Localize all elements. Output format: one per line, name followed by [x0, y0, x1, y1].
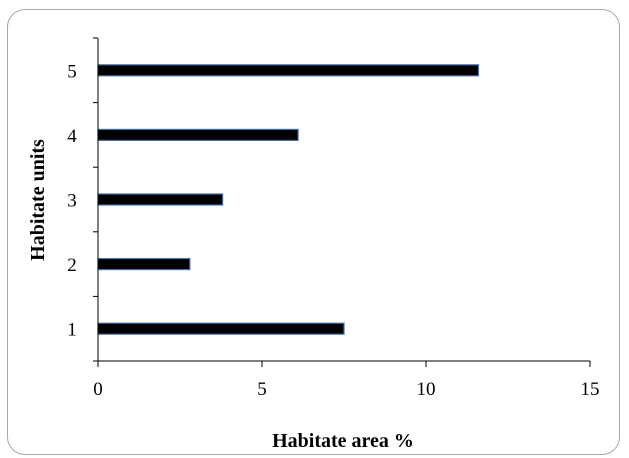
x-tick-label-5: 5	[257, 379, 267, 400]
y-tick-label-1: 1	[67, 320, 77, 341]
x-axis-title: Habitate area %	[272, 430, 414, 452]
bars-group	[97, 64, 480, 335]
x-tick-label-10: 10	[417, 379, 436, 400]
y-axis-title: Habitate units	[27, 139, 49, 261]
bar-2	[97, 258, 191, 271]
y-tick-label-4: 4	[67, 126, 77, 147]
axes-group	[93, 37, 591, 367]
tick-labels-group: 1 2 3 4 5 0 5 10 15	[67, 61, 599, 400]
y-tick-label-5: 5	[67, 61, 77, 82]
y-tick-label-2: 2	[67, 255, 77, 276]
bar-5	[97, 64, 480, 77]
x-tick-label-15: 15	[581, 379, 600, 400]
bar-3	[97, 193, 224, 206]
bar-4	[97, 128, 299, 141]
y-tick-label-3: 3	[67, 191, 77, 212]
bar-1	[97, 322, 345, 335]
chart-frame	[7, 9, 620, 455]
x-tick-label-0: 0	[93, 379, 103, 400]
